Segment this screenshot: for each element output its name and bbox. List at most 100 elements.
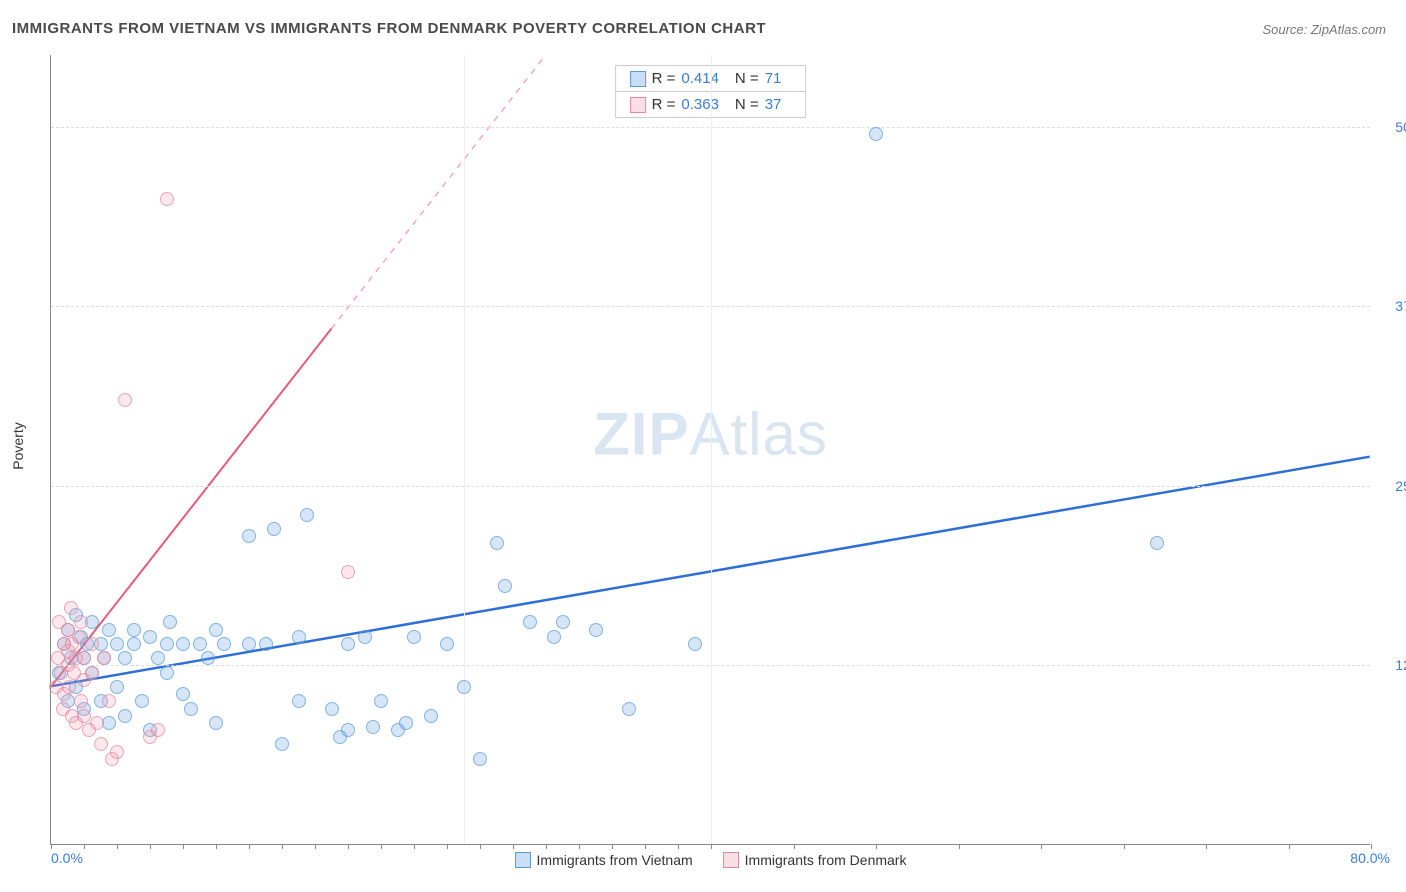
- data-point: [341, 723, 355, 737]
- scatter-chart: ZIPAtlas R = 0.414 N = 71 R = 0.363 N = …: [50, 55, 1370, 845]
- legend-swatch: [723, 852, 739, 868]
- legend-swatch: [515, 852, 531, 868]
- x-minor-tick: [1206, 844, 1207, 849]
- data-point: [688, 637, 702, 651]
- data-point: [151, 651, 165, 665]
- data-point: [110, 680, 124, 694]
- x-minor-tick: [645, 844, 646, 849]
- grid-line-v: [464, 55, 465, 844]
- data-point: [523, 615, 537, 629]
- data-point: [77, 651, 91, 665]
- x-minor-tick: [249, 844, 250, 849]
- data-point: [127, 637, 141, 651]
- data-point: [407, 630, 421, 644]
- data-point: [292, 694, 306, 708]
- y-tick-label: 37.5%: [1395, 298, 1406, 314]
- data-point: [209, 716, 223, 730]
- x-minor-tick: [579, 844, 580, 849]
- stat-r-value: 0.363: [681, 96, 719, 113]
- data-point: [622, 702, 636, 716]
- legend-label: Immigrants from Denmark: [745, 852, 907, 868]
- data-point: [110, 745, 124, 759]
- data-point: [300, 508, 314, 522]
- data-point: [556, 615, 570, 629]
- data-point: [325, 702, 339, 716]
- data-point: [160, 666, 174, 680]
- data-point: [74, 615, 88, 629]
- legend-label: Immigrants from Vietnam: [537, 852, 693, 868]
- x-minor-tick: [546, 844, 547, 849]
- data-point: [267, 522, 281, 536]
- data-point: [90, 716, 104, 730]
- data-point: [97, 651, 111, 665]
- x-minor-tick: [150, 844, 151, 849]
- data-point: [110, 637, 124, 651]
- stat-r-label: R =: [652, 96, 676, 113]
- x-minor-tick: [1371, 844, 1372, 849]
- data-point: [72, 630, 86, 644]
- x-minor-tick: [447, 844, 448, 849]
- x-minor-tick: [381, 844, 382, 849]
- data-point: [118, 709, 132, 723]
- x-minor-tick: [794, 844, 795, 849]
- data-point: [589, 623, 603, 637]
- legend-item: Immigrants from Vietnam: [515, 852, 693, 868]
- data-point: [151, 723, 165, 737]
- data-point: [457, 680, 471, 694]
- x-minor-tick: [1289, 844, 1290, 849]
- x-minor-tick: [876, 844, 877, 849]
- x-minor-tick: [348, 844, 349, 849]
- data-point: [242, 529, 256, 543]
- x-minor-tick: [1041, 844, 1042, 849]
- x-minor-tick: [1124, 844, 1125, 849]
- data-point: [366, 720, 380, 734]
- grid-line-v: [711, 55, 712, 844]
- legend-swatch: [630, 97, 646, 113]
- data-point: [473, 752, 487, 766]
- x-minor-tick: [315, 844, 316, 849]
- y-axis-title: Poverty: [10, 422, 26, 469]
- x-minor-tick: [612, 844, 613, 849]
- data-point: [143, 630, 157, 644]
- data-point: [490, 536, 504, 550]
- x-minor-tick: [216, 844, 217, 849]
- data-point: [341, 637, 355, 651]
- chart-title: IMMIGRANTS FROM VIETNAM VS IMMIGRANTS FR…: [12, 20, 766, 37]
- y-tick-label: 50.0%: [1395, 119, 1406, 135]
- data-point: [184, 702, 198, 716]
- x-axis-max-label: 80.0%: [1350, 850, 1390, 866]
- stat-r-label: R =: [652, 70, 676, 87]
- data-point: [160, 637, 174, 651]
- y-tick-label: 25.0%: [1395, 478, 1406, 494]
- x-minor-tick: [282, 844, 283, 849]
- y-tick-label: 12.5%: [1395, 657, 1406, 673]
- data-point: [547, 630, 561, 644]
- legend-swatch: [630, 71, 646, 87]
- data-point: [374, 694, 388, 708]
- x-minor-tick: [678, 844, 679, 849]
- data-point: [341, 565, 355, 579]
- data-point: [176, 637, 190, 651]
- x-minor-tick: [480, 844, 481, 849]
- data-point: [193, 637, 207, 651]
- x-axis-min-label: 0.0%: [51, 850, 83, 866]
- data-point: [74, 694, 88, 708]
- data-point: [64, 601, 78, 615]
- data-point: [498, 579, 512, 593]
- data-point: [102, 694, 116, 708]
- x-minor-tick: [414, 844, 415, 849]
- data-point: [358, 630, 372, 644]
- trend-line-dashed: [331, 55, 545, 329]
- data-point: [1150, 536, 1164, 550]
- x-minor-tick: [117, 844, 118, 849]
- data-point: [102, 623, 116, 637]
- data-point: [85, 666, 99, 680]
- x-minor-tick: [711, 844, 712, 849]
- data-point: [399, 716, 413, 730]
- x-minor-tick: [959, 844, 960, 849]
- data-point: [94, 737, 108, 751]
- data-point: [275, 737, 289, 751]
- stat-n-value: 37: [765, 96, 782, 113]
- data-point: [209, 623, 223, 637]
- data-point: [176, 687, 190, 701]
